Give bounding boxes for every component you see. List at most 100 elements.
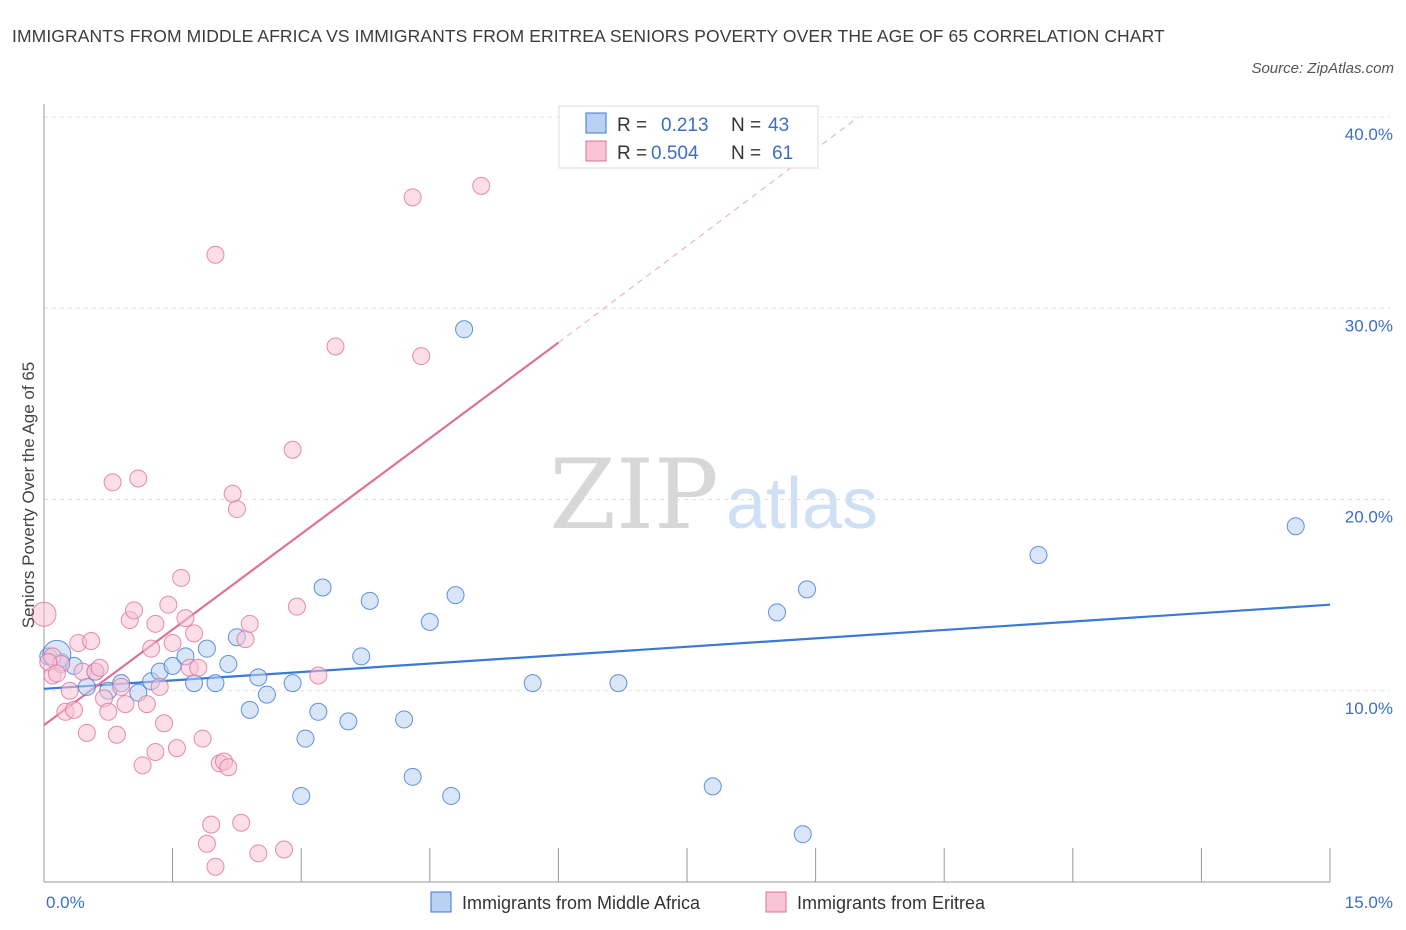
point-middle-africa [523,674,542,693]
trend-line-middle-africa [43,603,1331,690]
point-middle-africa [798,580,817,599]
point-eritrea [133,756,152,775]
grid-lines [44,116,1390,692]
watermark: ZIP atlas [549,439,878,551]
watermark-atlas: atlas [726,464,878,544]
point-middle-africa [1286,517,1305,536]
point-eritrea [283,440,302,459]
y-axis-label: Seniors Poverty Over the Age of 65 [19,362,38,628]
point-eritrea [155,714,174,733]
point-eritrea [163,633,182,652]
point-eritrea [31,601,57,627]
series-swatch-pink [765,891,787,913]
axes [43,104,1331,883]
point-eritrea [223,484,242,503]
point-eritrea [403,188,422,207]
point-eritrea [77,723,96,742]
legend-n-value-1: 43 [768,115,789,136]
point-middle-africa [292,786,311,805]
point-eritrea [129,469,148,488]
point-middle-africa [283,674,302,693]
point-eritrea [206,857,225,876]
point-eritrea [197,834,216,853]
x-tick-label: 15.0% [1345,893,1393,912]
point-eritrea [249,844,268,863]
point-middle-africa [403,767,422,786]
point-eritrea [206,245,225,264]
point-eritrea [65,700,84,719]
point-middle-africa [442,786,461,805]
series-name-2: Immigrants from Eritrea [797,893,986,913]
point-eritrea [193,729,212,748]
point-middle-africa [249,668,268,687]
y-tick-label: 20.0% [1345,508,1393,527]
y-tick-label: 30.0% [1345,316,1393,335]
point-middle-africa [703,777,722,796]
point-eritrea [137,695,156,714]
point-eritrea [326,337,345,356]
point-eritrea [99,702,118,721]
point-middle-africa [352,647,371,666]
data-points [31,176,1305,876]
point-eritrea [275,840,294,859]
point-eritrea [172,568,191,587]
series-name-1: Immigrants from Middle Africa [462,893,701,913]
point-middle-africa [793,825,812,844]
series-swatch-blue [430,891,452,913]
stats-legend: R = 0.213 N = 43 R = 0.504 N = 61 [558,105,819,169]
trend-line-eritrea [43,341,560,727]
point-eritrea [142,639,161,658]
legend-n-value-2: 61 [772,143,793,164]
point-eritrea [60,681,79,700]
point-middle-africa [206,674,225,693]
point-eritrea [116,695,135,714]
point-middle-africa [360,591,379,610]
point-middle-africa [455,320,474,339]
point-eritrea [125,601,144,620]
point-eritrea [82,632,101,651]
point-eritrea [219,758,238,777]
point-eritrea [150,677,169,696]
legend-r-label-2: R = [617,143,647,164]
watermark-zip: ZIP [549,439,718,551]
point-eritrea [472,176,491,195]
point-eritrea [47,664,66,683]
point-eritrea [412,347,431,366]
point-eritrea [240,614,259,633]
point-middle-africa [768,603,787,622]
point-middle-africa [339,712,358,731]
point-eritrea [309,666,328,685]
legend-swatch-blue [585,112,607,134]
legend-n-label-2: N = [731,143,761,164]
point-middle-africa [309,702,328,721]
point-eritrea [236,630,255,649]
point-middle-africa [257,685,276,704]
point-middle-africa [446,586,465,605]
point-middle-africa [185,674,204,693]
point-eritrea [103,473,122,492]
y-tick-label: 10.0% [1345,699,1393,718]
legend-r-value-1: 0.213 [661,115,709,136]
point-middle-africa [313,578,332,597]
legend-swatch-pink [585,140,607,162]
point-middle-africa [395,710,414,729]
point-eritrea [167,739,186,758]
point-eritrea [227,500,246,519]
x-tick-label: 0.0% [46,893,85,912]
point-eritrea [287,597,306,616]
legend-r-value-2: 0.504 [651,143,699,164]
point-eritrea [232,813,251,832]
point-middle-africa [1029,545,1048,564]
point-eritrea [112,677,131,696]
point-middle-africa [420,612,439,631]
chart-title: IMMIGRANTS FROM MIDDLE AFRICA VS IMMIGRA… [12,26,1165,46]
point-eritrea [202,815,221,834]
point-eritrea [107,725,126,744]
point-middle-africa [609,674,628,693]
point-eritrea [90,658,109,677]
point-eritrea [176,609,195,628]
point-middle-africa [197,639,216,658]
legend-n-label-1: N = [731,115,761,136]
source-credit: Source: ZipAtlas.com [1251,60,1394,77]
